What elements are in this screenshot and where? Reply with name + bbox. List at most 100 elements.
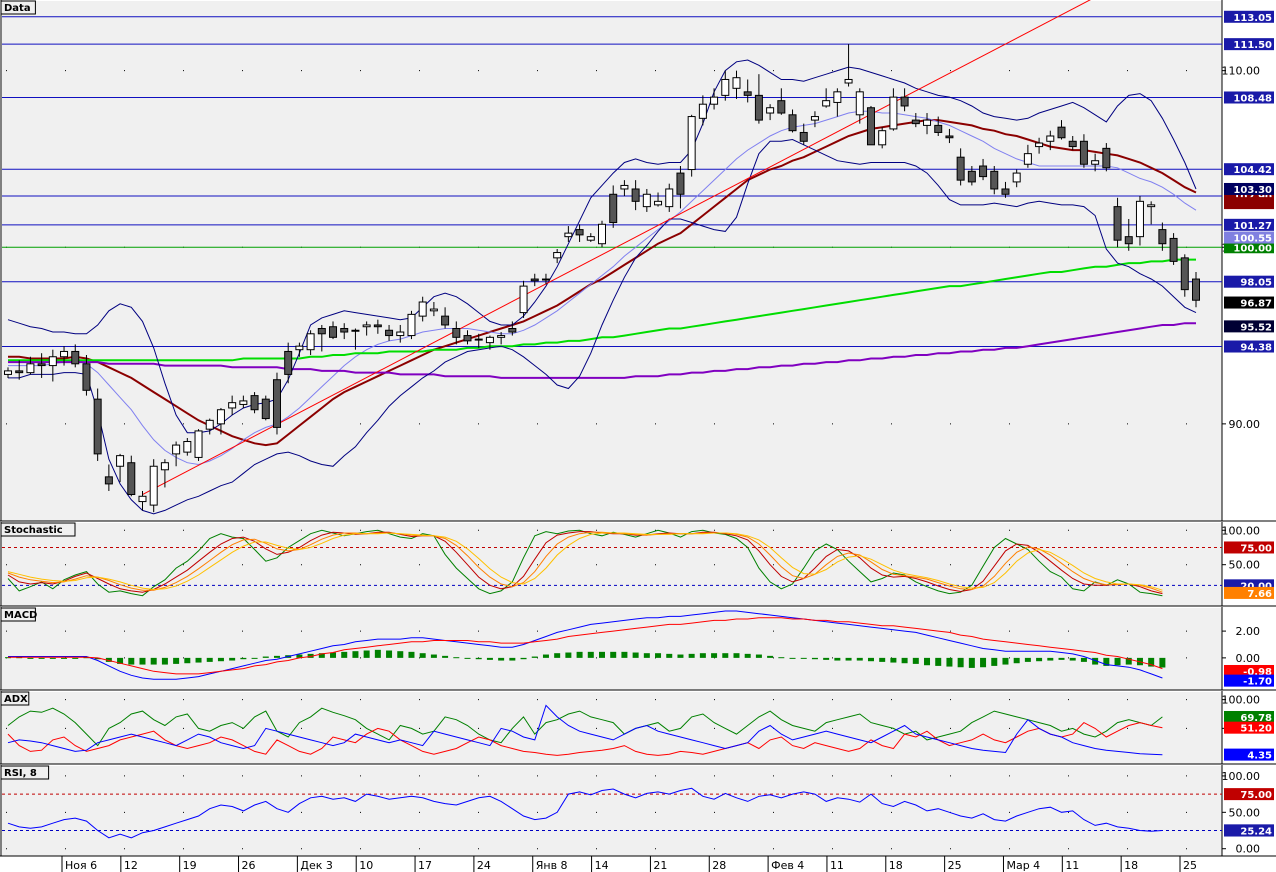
x-tick-label: 10 bbox=[359, 859, 373, 872]
pane-1-y-tick-label: 50.00 bbox=[1229, 559, 1261, 572]
price-level-label-bg bbox=[1224, 218, 1274, 231]
x-tick-label: 14 bbox=[595, 859, 609, 872]
candle-body bbox=[788, 114, 797, 132]
x-tick-label: 11 bbox=[830, 859, 844, 872]
pane-4-y-tick-label: 50.00 bbox=[1229, 806, 1261, 819]
histogram-bar bbox=[251, 657, 258, 659]
x-tick-label: 18 bbox=[889, 859, 903, 872]
histogram-bar bbox=[879, 657, 886, 662]
candle-body bbox=[160, 462, 169, 471]
pane-3-plot-area bbox=[2, 692, 1222, 764]
overlay-line bbox=[8, 258, 1196, 362]
x-tick-label: 26 bbox=[242, 859, 256, 872]
price-level-label-bg bbox=[1224, 163, 1274, 176]
candle-body bbox=[654, 200, 663, 206]
candle-body bbox=[911, 119, 920, 125]
price-value-badge: 103.30 bbox=[1233, 185, 1272, 196]
pane-1-plot-area bbox=[2, 523, 1222, 606]
candle-body bbox=[1135, 200, 1144, 238]
histogram-bar bbox=[643, 653, 650, 658]
histogram-bar bbox=[520, 657, 527, 660]
histogram-bar bbox=[1159, 657, 1166, 668]
candle-body bbox=[945, 135, 954, 139]
price-value-badge: 95.52 bbox=[1240, 322, 1272, 333]
candle-body bbox=[900, 96, 909, 107]
candle-body bbox=[485, 336, 494, 344]
candle-body bbox=[1035, 142, 1044, 148]
candle-body bbox=[586, 236, 595, 241]
candle-body bbox=[385, 329, 394, 337]
histogram-bar bbox=[811, 657, 818, 660]
histogram-bar bbox=[1058, 657, 1065, 660]
histogram-bar bbox=[1024, 657, 1031, 662]
candle-body bbox=[967, 170, 976, 183]
candle-body bbox=[575, 229, 584, 236]
candle-body bbox=[441, 315, 450, 326]
candle-body bbox=[1192, 278, 1200, 301]
x-tick-label: 25 bbox=[1183, 859, 1197, 872]
price-level-label: 94.38 bbox=[1240, 343, 1272, 354]
histogram-bar bbox=[1114, 657, 1121, 666]
histogram-bar bbox=[419, 653, 426, 658]
histogram-bar bbox=[677, 654, 684, 658]
level-label-bg bbox=[1224, 788, 1274, 801]
histogram-bar bbox=[509, 657, 516, 661]
indicator-line bbox=[7, 707, 1163, 747]
candle-body bbox=[934, 124, 943, 133]
pane-0-y-tick-label: 110.00 bbox=[1222, 65, 1261, 78]
pane-1-title-tab bbox=[0, 522, 76, 537]
pane-3-title: ADX bbox=[4, 694, 28, 705]
x-tick-label: Янв 8 bbox=[536, 859, 568, 872]
histogram-bar bbox=[699, 653, 706, 658]
histogram-bar bbox=[576, 651, 583, 658]
candle-body bbox=[833, 91, 842, 103]
histogram-bar bbox=[195, 657, 202, 663]
price-level-label: 111.50 bbox=[1233, 40, 1272, 51]
candle-body bbox=[631, 188, 640, 202]
histogram-bar bbox=[1092, 657, 1099, 665]
histogram-bar bbox=[587, 651, 594, 658]
pane-0-plot-area bbox=[2, 1, 1222, 521]
candle-body bbox=[620, 184, 629, 190]
candle-body bbox=[306, 333, 315, 351]
pane-3-title-tab bbox=[0, 691, 30, 706]
indicator-line bbox=[7, 787, 1163, 839]
pane-2-y-tick-label: 2.00 bbox=[1236, 625, 1261, 638]
candle-body bbox=[923, 119, 932, 126]
histogram-bar bbox=[621, 651, 628, 658]
histogram-bar bbox=[946, 657, 953, 667]
indicator-line bbox=[8, 610, 1163, 680]
candle-body bbox=[329, 326, 338, 338]
candle-body bbox=[1169, 237, 1178, 262]
candle-body bbox=[48, 356, 57, 367]
indicator-value-badge-bg bbox=[1224, 710, 1274, 723]
indicator-line bbox=[8, 617, 1163, 675]
price-level-label-bg bbox=[1224, 38, 1274, 51]
candle-body bbox=[687, 116, 696, 171]
pane-3-y-tick-label: 100.00 bbox=[1222, 694, 1261, 707]
x-tick-label: Дек 3 bbox=[300, 859, 333, 872]
histogram-bar bbox=[856, 657, 863, 661]
candle-body bbox=[1046, 135, 1055, 142]
histogram-bar bbox=[38, 657, 45, 659]
histogram-bar bbox=[173, 657, 180, 664]
candle-body bbox=[295, 345, 304, 351]
histogram-bar bbox=[1002, 657, 1009, 665]
histogram-bar bbox=[217, 657, 224, 662]
histogram-bar bbox=[453, 657, 460, 659]
histogram-bar bbox=[229, 657, 236, 661]
candle-body bbox=[676, 172, 685, 195]
pane-4-y-tick-label: 100.00 bbox=[1222, 770, 1261, 783]
indicator-value-badge: 69.78 bbox=[1240, 713, 1272, 724]
candle-body bbox=[429, 308, 438, 312]
price-value-badge: 100.55 bbox=[1233, 234, 1272, 245]
candle-body bbox=[777, 100, 786, 114]
x-tick-label: 11 bbox=[1065, 859, 1079, 872]
histogram-bar bbox=[789, 657, 796, 659]
candle-body bbox=[172, 444, 181, 455]
histogram-bar bbox=[666, 653, 673, 658]
histogram-bar bbox=[1125, 657, 1132, 665]
candle-body bbox=[1068, 140, 1077, 148]
